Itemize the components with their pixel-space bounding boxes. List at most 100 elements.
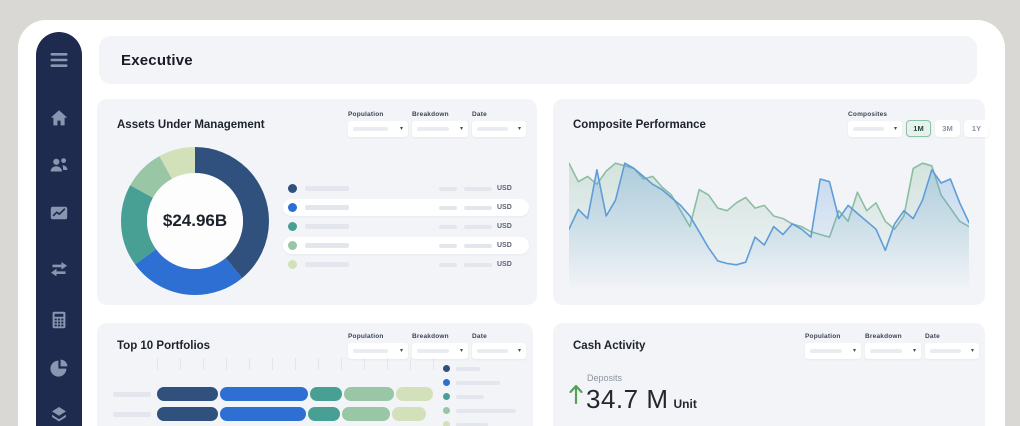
breakdown-select[interactable]: ▾ (865, 343, 921, 359)
currency-label: USD (497, 261, 512, 268)
filter-breakdown: Breakdown ▾ (412, 111, 468, 137)
legend-value-placeholder (439, 206, 457, 210)
chevron-down-icon: ▾ (970, 348, 974, 354)
aum-legend-row: USD (283, 218, 529, 235)
bar-segment[interactable] (392, 407, 426, 421)
date-select[interactable]: ▾ (925, 343, 979, 359)
aum-legend-row: USD (283, 199, 529, 216)
bar-segment[interactable] (308, 407, 340, 421)
aum-legend-row: USD (283, 180, 529, 197)
legend-value-placeholder (439, 187, 457, 191)
legend-label-placeholder (305, 262, 349, 267)
page-header: Executive (99, 36, 977, 84)
allocation-pie-icon[interactable] (49, 358, 69, 378)
calculator-icon[interactable] (49, 310, 69, 330)
legend-dot-icon (443, 379, 450, 386)
donut-segment[interactable] (121, 147, 269, 295)
currency-label: USD (497, 223, 512, 230)
portfolio-bar-row (97, 387, 533, 401)
legend-value-placeholder (464, 244, 492, 248)
bar-segment[interactable] (157, 387, 218, 401)
filter-population: Population ▾ (805, 333, 861, 359)
page-title: Executive (121, 51, 193, 69)
legend-dot-icon (288, 184, 297, 193)
donut-segment[interactable] (121, 147, 269, 295)
gridline-tick (341, 358, 342, 370)
date-select[interactable]: ▾ (472, 121, 526, 137)
breakdown-select[interactable]: ▾ (412, 121, 468, 137)
filter-breakdown: Breakdown ▾ (412, 333, 468, 359)
filter-breakdown: Breakdown ▾ (865, 333, 921, 359)
legend-value-placeholder (464, 206, 492, 210)
range-3m-button[interactable]: 3M (935, 120, 960, 137)
filter-date: Date ▾ (472, 333, 526, 359)
menu-icon[interactable] (49, 50, 69, 70)
filter-date: Date ▾ (472, 111, 526, 137)
bar-segment[interactable] (220, 407, 306, 421)
legend-dot-icon (443, 421, 450, 426)
composite-performance-card: Composite Performance Composites ▾ 1M 3M… (553, 99, 989, 305)
filter-population: Population ▾ (348, 111, 408, 137)
gridline-tick (157, 358, 158, 370)
population-select[interactable]: ▾ (805, 343, 861, 359)
deposits-unit: Unit (673, 397, 697, 411)
range-1m-button[interactable]: 1M (906, 120, 931, 137)
legend-label-placeholder (456, 367, 480, 371)
clients-icon[interactable] (49, 155, 69, 175)
bar-segment[interactable] (342, 407, 390, 421)
card-title: Cash Activity (573, 340, 646, 352)
legend-value-placeholder (464, 263, 492, 267)
bar-segment[interactable] (157, 407, 218, 421)
chevron-down-icon: ▾ (459, 348, 463, 354)
deposits-value: 34.7 M (586, 384, 669, 414)
holdings-layers-icon[interactable] (49, 405, 69, 425)
bar-segment[interactable] (396, 387, 433, 401)
currency-label: USD (497, 204, 512, 211)
legend-dot-icon (288, 241, 297, 250)
top10-stacked-bar-chart (97, 323, 533, 426)
legend-value-placeholder (464, 187, 492, 191)
bar-segment[interactable] (344, 387, 394, 401)
range-1y-button[interactable]: 1Y (964, 120, 989, 137)
chevron-down-icon: ▾ (852, 348, 856, 354)
home-icon[interactable] (49, 108, 69, 128)
bar-segment[interactable] (310, 387, 342, 401)
legend-label-placeholder (305, 243, 349, 248)
gridline-tick (249, 358, 250, 370)
legend-value-placeholder (439, 263, 457, 267)
card-title: Top 10 Portfolios (117, 340, 211, 352)
chevron-down-icon: ▾ (459, 126, 463, 132)
range-selector: 1M 3M 1Y (906, 120, 989, 137)
legend-dot-icon (288, 203, 297, 212)
bar-segment[interactable] (220, 387, 308, 401)
legend-label-placeholder (305, 186, 349, 191)
composites-select[interactable]: ▾ (848, 121, 902, 137)
composite-line-chart (569, 162, 969, 290)
aum-legend: USD USD USD USD USD (283, 180, 529, 275)
currency-label: USD (497, 242, 512, 249)
population-select[interactable]: ▾ (348, 343, 408, 359)
legend-value-placeholder (439, 244, 457, 248)
gridline-tick (364, 358, 365, 370)
legend-item (443, 393, 529, 401)
cash-activity-card: Cash Activity Population ▾ Breakdown ▾ D… (553, 323, 985, 426)
chevron-down-icon: ▾ (399, 348, 403, 354)
breakdown-select[interactable]: ▾ (412, 343, 468, 359)
filter-composites: Composites ▾ (848, 111, 902, 137)
legend-dot-icon (443, 365, 450, 372)
gridline-tick (272, 358, 273, 370)
legend-label-placeholder (456, 423, 488, 426)
chevron-down-icon: ▾ (893, 126, 897, 132)
gridline-tick (203, 358, 204, 370)
chevron-down-icon: ▾ (399, 126, 403, 132)
donut-segment[interactable] (121, 147, 269, 295)
transactions-icon[interactable] (49, 258, 69, 278)
gridline-tick (180, 358, 181, 370)
filter-population: Population ▾ (348, 333, 408, 359)
legend-label-placeholder (305, 224, 349, 229)
population-select[interactable]: ▾ (348, 121, 408, 137)
performance-icon[interactable] (49, 203, 69, 223)
legend-item (443, 379, 529, 387)
date-select[interactable]: ▾ (472, 343, 526, 359)
gridline-tick (226, 358, 227, 370)
